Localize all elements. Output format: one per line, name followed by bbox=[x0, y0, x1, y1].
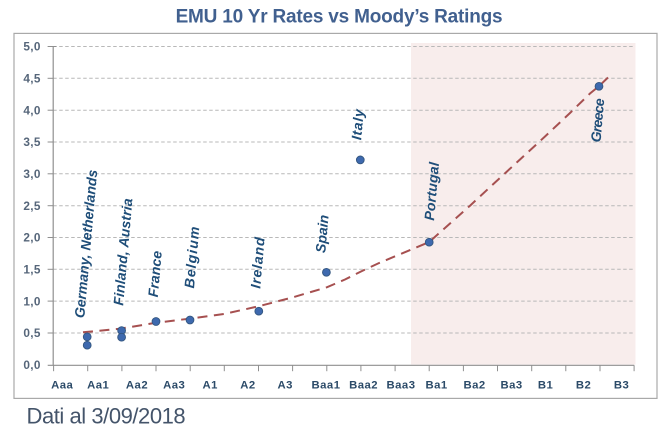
svg-text:Baa1: Baa1 bbox=[311, 380, 340, 392]
svg-text:Baa2: Baa2 bbox=[349, 380, 378, 392]
svg-text:2,5: 2,5 bbox=[23, 199, 41, 213]
svg-text:Baa3: Baa3 bbox=[386, 380, 415, 392]
svg-text:Dati al 3/09/2018: Dati al 3/09/2018 bbox=[27, 404, 186, 429]
svg-text:1,0: 1,0 bbox=[23, 294, 41, 308]
svg-text:EMU 10 Yr Rates vs Moody’s Rat: EMU 10 Yr Rates vs Moody’s Ratings bbox=[176, 6, 503, 27]
svg-text:B3: B3 bbox=[614, 380, 629, 392]
svg-text:A3: A3 bbox=[277, 380, 292, 392]
svg-text:Greece: Greece bbox=[588, 97, 608, 142]
svg-text:1,5: 1,5 bbox=[23, 263, 41, 277]
svg-text:Italy: Italy bbox=[348, 107, 367, 140]
svg-text:0,0: 0,0 bbox=[23, 358, 41, 372]
svg-text:4,5: 4,5 bbox=[23, 72, 41, 86]
svg-text:Aa2: Aa2 bbox=[126, 380, 148, 392]
svg-text:B1: B1 bbox=[538, 380, 553, 392]
svg-text:Aa1: Aa1 bbox=[87, 380, 109, 392]
svg-text:Ireland: Ireland bbox=[247, 236, 267, 289]
svg-text:Portugal: Portugal bbox=[421, 160, 442, 221]
svg-text:3,5: 3,5 bbox=[23, 135, 41, 149]
svg-text:Ba1: Ba1 bbox=[425, 380, 447, 392]
svg-text:Belgium: Belgium bbox=[181, 225, 202, 289]
svg-text:France: France bbox=[145, 250, 165, 298]
svg-text:B2: B2 bbox=[576, 380, 591, 392]
svg-text:Ba3: Ba3 bbox=[500, 380, 522, 392]
svg-text:4,0: 4,0 bbox=[23, 103, 41, 117]
svg-text:Ba2: Ba2 bbox=[463, 380, 485, 392]
svg-text:2,0: 2,0 bbox=[23, 231, 41, 245]
svg-text:Spain: Spain bbox=[312, 214, 331, 253]
svg-text:A1: A1 bbox=[202, 380, 217, 392]
svg-text:Aa3: Aa3 bbox=[163, 380, 185, 392]
svg-text:Aaa: Aaa bbox=[51, 380, 73, 392]
svg-text:5,0: 5,0 bbox=[23, 40, 41, 54]
svg-text:3,0: 3,0 bbox=[23, 167, 41, 181]
svg-text:A2: A2 bbox=[240, 380, 255, 392]
svg-text:0,5: 0,5 bbox=[23, 326, 41, 340]
